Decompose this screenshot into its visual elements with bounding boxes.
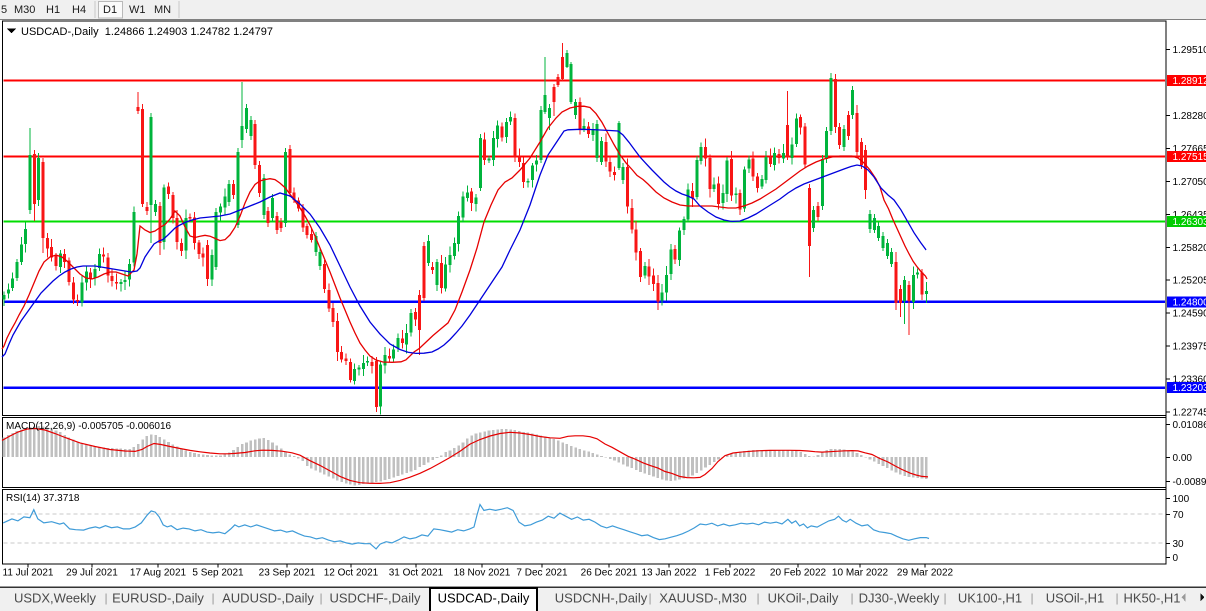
svg-text:20 Feb 2022: 20 Feb 2022 bbox=[770, 568, 827, 579]
svg-text:UKOil-,Daily: UKOil-,Daily bbox=[768, 591, 839, 606]
svg-text:13 Jan 2022: 13 Jan 2022 bbox=[641, 568, 696, 579]
svg-text:RSI(14) 37.3718: RSI(14) 37.3718 bbox=[6, 493, 80, 504]
svg-text:MN: MN bbox=[154, 4, 171, 16]
svg-text:1.27515: 1.27515 bbox=[1173, 152, 1206, 163]
svg-text:|: | bbox=[319, 591, 322, 605]
svg-text:1.27050: 1.27050 bbox=[1173, 177, 1206, 188]
svg-text:1.28912: 1.28912 bbox=[1173, 76, 1206, 87]
svg-text:26 Dec 2021: 26 Dec 2021 bbox=[581, 568, 638, 579]
svg-text:1.23360: 1.23360 bbox=[1173, 375, 1206, 386]
svg-text:1.28280: 1.28280 bbox=[1173, 111, 1206, 122]
svg-text:1.24590: 1.24590 bbox=[1173, 309, 1206, 320]
svg-text:0.00: 0.00 bbox=[1173, 453, 1193, 464]
svg-text:|: | bbox=[1115, 591, 1118, 605]
svg-text:0: 0 bbox=[1173, 553, 1179, 564]
svg-text:MACD(12,26,9) -0.005705 -0.006: MACD(12,26,9) -0.005705 -0.006016 bbox=[6, 421, 172, 432]
svg-text:USDCAD-,Daily: USDCAD-,Daily bbox=[438, 591, 530, 606]
svg-text:1.26435: 1.26435 bbox=[1173, 210, 1206, 221]
svg-text:1.22745: 1.22745 bbox=[1173, 408, 1206, 419]
svg-text:D1: D1 bbox=[103, 4, 117, 16]
svg-text:11 Jul 2021: 11 Jul 2021 bbox=[3, 568, 54, 579]
svg-text:1.23975: 1.23975 bbox=[1173, 342, 1206, 353]
svg-text:100: 100 bbox=[1173, 494, 1190, 505]
svg-text:0.010869: 0.010869 bbox=[1173, 420, 1206, 431]
svg-text:5 Sep 2021: 5 Sep 2021 bbox=[192, 568, 244, 579]
svg-text:18 Nov 2021: 18 Nov 2021 bbox=[454, 568, 511, 579]
svg-text:1.23203: 1.23203 bbox=[1173, 383, 1206, 394]
svg-text:|: | bbox=[943, 591, 946, 605]
svg-text:12 Oct 2021: 12 Oct 2021 bbox=[324, 568, 379, 579]
svg-text:|: | bbox=[756, 591, 759, 605]
svg-text:|: | bbox=[850, 591, 853, 605]
svg-text:1.24800: 1.24800 bbox=[1173, 297, 1206, 308]
svg-text:23 Sep 2021: 23 Sep 2021 bbox=[259, 568, 316, 579]
svg-text:W1: W1 bbox=[129, 4, 146, 16]
svg-text:XAUUSD-,M30: XAUUSD-,M30 bbox=[659, 591, 746, 606]
svg-text:USDCNH-,Daily: USDCNH-,Daily bbox=[555, 591, 648, 606]
svg-text:70: 70 bbox=[1173, 510, 1185, 521]
svg-text:17 Aug 2021: 17 Aug 2021 bbox=[130, 568, 187, 579]
svg-text:1.27665: 1.27665 bbox=[1173, 144, 1206, 155]
svg-text:M30: M30 bbox=[14, 4, 35, 16]
svg-text:|: | bbox=[648, 591, 651, 605]
svg-text:USDX,Weekly: USDX,Weekly bbox=[14, 591, 97, 606]
svg-text:H4: H4 bbox=[72, 4, 86, 16]
svg-text:|: | bbox=[211, 591, 214, 605]
svg-text:-0.00897: -0.00897 bbox=[1173, 477, 1206, 488]
svg-text:1.29510: 1.29510 bbox=[1173, 45, 1206, 56]
svg-text:1.26303: 1.26303 bbox=[1173, 217, 1206, 228]
svg-text:AUDUSD-,Daily: AUDUSD-,Daily bbox=[222, 591, 314, 606]
svg-text:1 Feb 2022: 1 Feb 2022 bbox=[705, 568, 756, 579]
svg-text:|: | bbox=[104, 591, 107, 605]
svg-text:HK50-,H1: HK50-,H1 bbox=[1123, 591, 1180, 606]
svg-text:USDCHF-,Daily: USDCHF-,Daily bbox=[330, 591, 422, 606]
svg-text:1.25205: 1.25205 bbox=[1173, 276, 1206, 287]
svg-text:31 Oct 2021: 31 Oct 2021 bbox=[389, 568, 444, 579]
svg-text:30: 30 bbox=[1173, 539, 1185, 550]
svg-text:UK100-,H1: UK100-,H1 bbox=[958, 591, 1022, 606]
svg-text:USOil-,H1: USOil-,H1 bbox=[1046, 591, 1105, 606]
svg-text:1.25820: 1.25820 bbox=[1173, 243, 1206, 254]
svg-text:10 Mar 2022: 10 Mar 2022 bbox=[832, 568, 889, 579]
svg-text:H1: H1 bbox=[46, 4, 60, 16]
svg-text:7 Dec 2021: 7 Dec 2021 bbox=[516, 568, 568, 579]
svg-text:29 Mar 2022: 29 Mar 2022 bbox=[897, 568, 954, 579]
svg-text:EURUSD-,Daily: EURUSD-,Daily bbox=[112, 591, 204, 606]
svg-text:5: 5 bbox=[1, 4, 7, 16]
svg-text:USDCAD-,Daily 1.24866 1.24903: USDCAD-,Daily 1.24866 1.24903 1.24782 1.… bbox=[21, 26, 273, 38]
svg-text:DJ30-,Weekly: DJ30-,Weekly bbox=[859, 591, 940, 606]
svg-text:|: | bbox=[1030, 591, 1033, 605]
svg-text:29 Jul 2021: 29 Jul 2021 bbox=[66, 568, 118, 579]
